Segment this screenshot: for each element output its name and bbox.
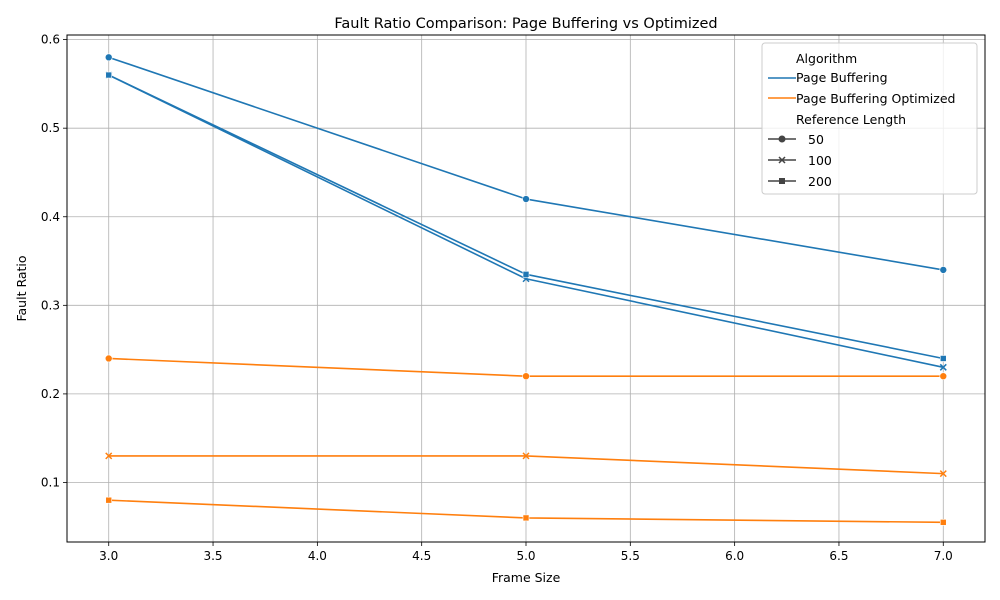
x-axis-label: Frame Size [492, 570, 561, 585]
x-tick-label: 4.5 [412, 549, 431, 563]
x-tick-label: 6.5 [829, 549, 848, 563]
legend-marker-x [778, 156, 786, 164]
y-tick-label: 0.2 [41, 387, 60, 401]
y-tick-label: 0.3 [41, 298, 60, 312]
y-tick-label: 0.1 [41, 475, 60, 489]
legend-label-length-100: 100 [808, 153, 832, 168]
legend-label-page-buffering: Page Buffering [796, 70, 888, 85]
y-tick-label: 0.6 [41, 33, 60, 47]
legend-marker-square [779, 178, 785, 184]
data-point-page-buffering-optimized-50 [522, 372, 530, 380]
legend-title-reference-length: Reference Length [796, 112, 906, 127]
x-tick-label: 3.0 [99, 549, 118, 563]
y-axis-label: Fault Ratio [14, 255, 29, 321]
legend-label-length-200: 200 [808, 174, 832, 189]
data-point-page-buffering-optimized-100 [939, 470, 947, 478]
x-tick-label: 3.5 [203, 549, 222, 563]
data-point-page-buffering-50 [104, 53, 113, 62]
x-tick-label: 7.0 [934, 549, 953, 563]
chart-title: Fault Ratio Comparison: Page Buffering v… [334, 16, 717, 32]
data-point-page-buffering-50 [522, 195, 530, 203]
data-point-page-buffering-optimized-200 [105, 496, 113, 504]
x-tick-label: 5.5 [621, 549, 640, 563]
legend-title-algorithm: Algorithm [796, 51, 857, 66]
data-point-page-buffering-optimized-200 [522, 514, 530, 522]
legend: Algorithm Page Buffering Page Buffering … [761, 42, 978, 195]
data-point-page-buffering-100 [939, 363, 947, 371]
data-point-page-buffering-200 [939, 355, 947, 362]
legend-label-page-buffering-optimized: Page Buffering Optimized [796, 91, 955, 106]
data-point-page-buffering-200 [522, 271, 530, 278]
data-point-page-buffering-optimized-200 [939, 519, 947, 526]
legend-box [761, 42, 978, 195]
axis-ticks: 3.0 3.5 4.0 4.5 5.0 5.5 6.0 6.5 7.0 0.1 0.2 0.3 0.4 0… [41, 33, 953, 563]
data-point-page-buffering-optimized-100 [522, 452, 530, 460]
data-point-page-buffering-optimized-50 [939, 372, 948, 380]
data-point-page-buffering-200 [105, 71, 113, 79]
x-tick-label: 5.0 [516, 549, 535, 563]
y-tick-label: 0.5 [41, 121, 60, 135]
data-point-page-buffering-optimized-100 [105, 452, 113, 460]
legend-label-length-50: 50 [808, 132, 824, 147]
data-point-page-buffering-optimized-50 [104, 354, 113, 363]
series-layer [104, 53, 948, 526]
data-point-page-buffering-50 [939, 266, 948, 274]
x-tick-label: 6.0 [725, 549, 744, 563]
x-tick-label: 4.0 [308, 549, 327, 563]
y-tick-label: 0.4 [41, 210, 60, 224]
legend-marker-circle [778, 135, 786, 143]
